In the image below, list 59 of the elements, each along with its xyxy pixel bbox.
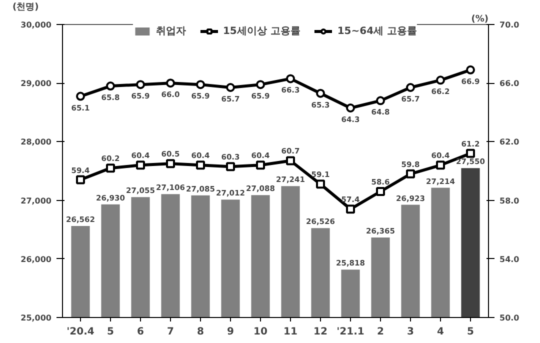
point: [136, 160, 145, 170]
point: [226, 83, 235, 92]
point: [406, 169, 415, 178]
y2-tick-label: 62.0: [500, 138, 520, 147]
y-tick-label: 30,000: [20, 20, 52, 30]
legend-label: 15세이상 고용률: [222, 25, 300, 38]
x-tick-label: 9: [227, 326, 234, 338]
x-tick-label: 12: [314, 326, 328, 338]
point: [226, 162, 235, 172]
x-tick-label: '20.4: [66, 326, 94, 338]
point: [196, 80, 205, 90]
point: [286, 74, 295, 84]
x-tick-label: 5: [107, 326, 114, 338]
y2-tick-label: 58.0: [500, 196, 520, 206]
y-tick-label: 28,000: [20, 138, 52, 147]
y-tick-label: 29,000: [20, 79, 52, 88]
point: [286, 156, 295, 166]
point: [466, 148, 475, 158]
point: [106, 164, 115, 173]
y2-tick-label: 70.0: [500, 20, 520, 30]
point: [436, 76, 445, 85]
x-tick-label: 8: [197, 326, 204, 338]
point: [376, 187, 385, 196]
y-axis-title: (천명): [12, 2, 39, 12]
point: [346, 104, 355, 112]
legend-label: 취업자: [156, 25, 186, 38]
x-tick-label: 5: [467, 326, 474, 338]
legend-label: 15~64세 고용률: [337, 25, 418, 38]
y-tick-label: 27,000: [20, 196, 52, 206]
y2-tick-label: 54.0: [500, 254, 520, 264]
point: [406, 83, 415, 92]
point: [136, 80, 145, 90]
point: [316, 88, 325, 98]
point: [436, 160, 445, 170]
x-tick-label: 11: [284, 326, 298, 338]
x-tick-label: 6: [137, 326, 144, 338]
point: [76, 92, 85, 101]
point: [256, 160, 265, 170]
y2-axis-title: (%): [471, 14, 489, 24]
x-tick-label: 2: [377, 326, 384, 338]
x-tick-label: '21.1: [336, 326, 364, 338]
y-tick-label: 25,000: [20, 314, 52, 322]
x-tick-label: 4: [437, 326, 444, 338]
point: [106, 82, 115, 91]
point: [256, 80, 265, 90]
x-tick-label: 10: [254, 326, 268, 338]
x-tick-label: 3: [407, 326, 414, 338]
point: [466, 65, 475, 74]
point: [76, 175, 85, 184]
point: [316, 180, 325, 189]
y2-tick-label: 66.0: [500, 79, 520, 88]
point: [346, 204, 355, 214]
y2-tick-label: 50.0: [500, 314, 520, 322]
point: [166, 159, 175, 168]
x-tick-label: 7: [167, 326, 174, 338]
point: [166, 78, 175, 88]
y-tick-label: 26,000: [20, 254, 52, 264]
point: [376, 96, 385, 106]
point: [196, 160, 205, 170]
